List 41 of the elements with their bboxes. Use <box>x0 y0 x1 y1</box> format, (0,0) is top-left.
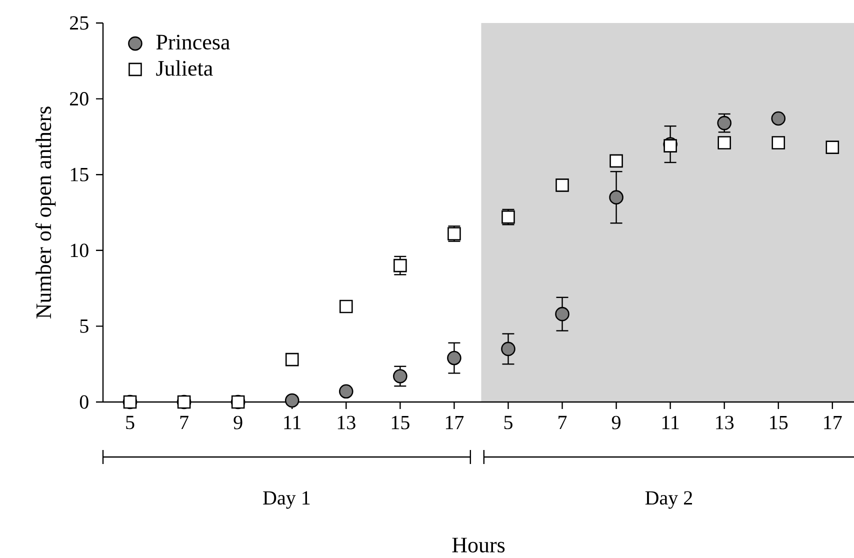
point <box>284 393 300 408</box>
x-tick-label: 5 <box>504 416 512 430</box>
point <box>772 136 786 150</box>
x-tick-label: 13 <box>716 416 734 430</box>
x-tick-label: 11 <box>284 416 301 430</box>
point <box>717 116 732 130</box>
legend-label: Julieta <box>156 60 213 76</box>
x-tick-label: 7 <box>558 416 567 429</box>
point <box>338 384 354 399</box>
point <box>501 342 516 356</box>
x-axis-title: Hours <box>452 538 505 552</box>
point <box>609 190 624 204</box>
x-tick-label: 5 <box>126 416 134 430</box>
point <box>393 369 408 384</box>
x-tick-label: 7 <box>180 416 188 429</box>
text: Day 1 <box>263 491 310 509</box>
y-tick-label: 5 <box>80 320 88 333</box>
x-tick-label: 17 <box>446 416 464 430</box>
y-tick-label: 0 <box>80 395 88 409</box>
point <box>556 178 569 192</box>
x-tick-label: 9 <box>234 416 242 430</box>
x-tick-label: 15 <box>770 416 788 430</box>
y-axis-title: Number of open anthers <box>35 106 56 318</box>
point <box>718 136 731 150</box>
point <box>610 154 623 168</box>
point <box>826 140 840 154</box>
x-tick-label: 17 <box>824 416 842 430</box>
point <box>447 350 462 366</box>
y-tick-label: 15 <box>70 168 88 182</box>
point <box>339 300 353 314</box>
legend-label: Princesa <box>156 34 230 50</box>
x-tick-label: 9 <box>612 416 620 430</box>
y-tick-label: 10 <box>70 244 88 258</box>
x-tick-label: 11 <box>662 416 679 430</box>
point <box>555 306 570 322</box>
x-tick-label: 15 <box>392 416 410 430</box>
x-tick-label: 13 <box>338 416 356 430</box>
text: Day 2 <box>645 491 692 509</box>
y-tick-label: 20 <box>70 92 88 106</box>
point <box>771 111 786 126</box>
y-tick-label: 25 <box>70 16 88 30</box>
